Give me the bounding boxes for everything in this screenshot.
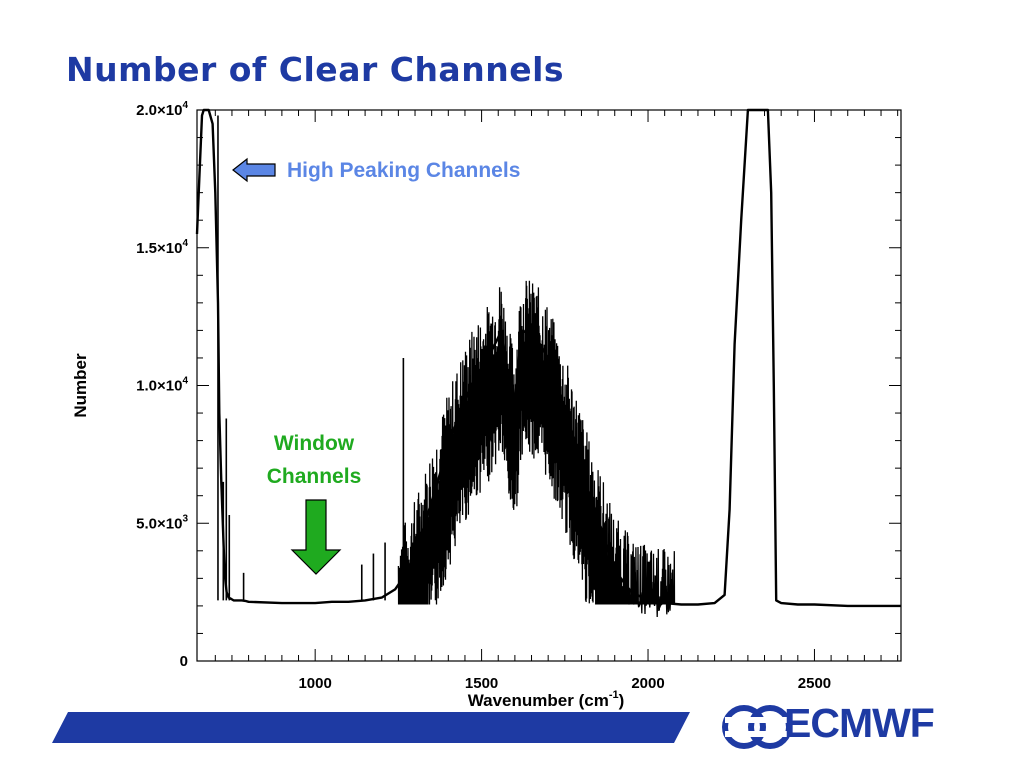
x-axis-title-main: Wavenumber (cm [468,691,609,710]
high-peaking-arrow-icon [232,157,276,183]
x-tick-label: 1000 [298,675,331,692]
x-tick-labels: 1000 1500 2000 2500 [298,675,831,692]
slide-title: Number of Clear Channels [66,50,565,89]
y-axis-title: Number [71,353,90,418]
y-tick-label: 1.0×104 [136,376,188,395]
window-channels-label-line2: Channels [267,465,362,488]
window-arrow-icon [290,499,342,575]
x-axis-title-close: ) [619,691,625,710]
y-tick-label: 0 [180,653,188,670]
window-channels-label-line1: Window [274,432,355,455]
footer-stripe [52,712,690,743]
x-tick-label: 2500 [798,675,831,692]
high-peaking-channels-label: High Peaking Channels [287,159,520,182]
x-tick-label: 1500 [465,675,498,692]
y-tick-label: 5.0×103 [136,513,188,532]
series-oscillation [397,280,676,618]
x-tick-label: 2000 [631,675,664,692]
y-tick-labels: 0 5.0×103 1.0×104 1.5×104 2.0×104 [136,100,188,670]
ecmwf-logo-icon [722,705,792,749]
x-axis-title: Wavenumber (cm-1) [468,689,625,710]
y-tick-label: 1.5×104 [136,238,188,257]
x-axis-title-superscript: -1 [609,689,619,701]
series-layer [195,108,901,618]
ecmwf-logo-text: ECMWF [784,700,935,746]
tick-marks [197,109,901,662]
y-tick-label: 2.0×104 [136,100,188,119]
